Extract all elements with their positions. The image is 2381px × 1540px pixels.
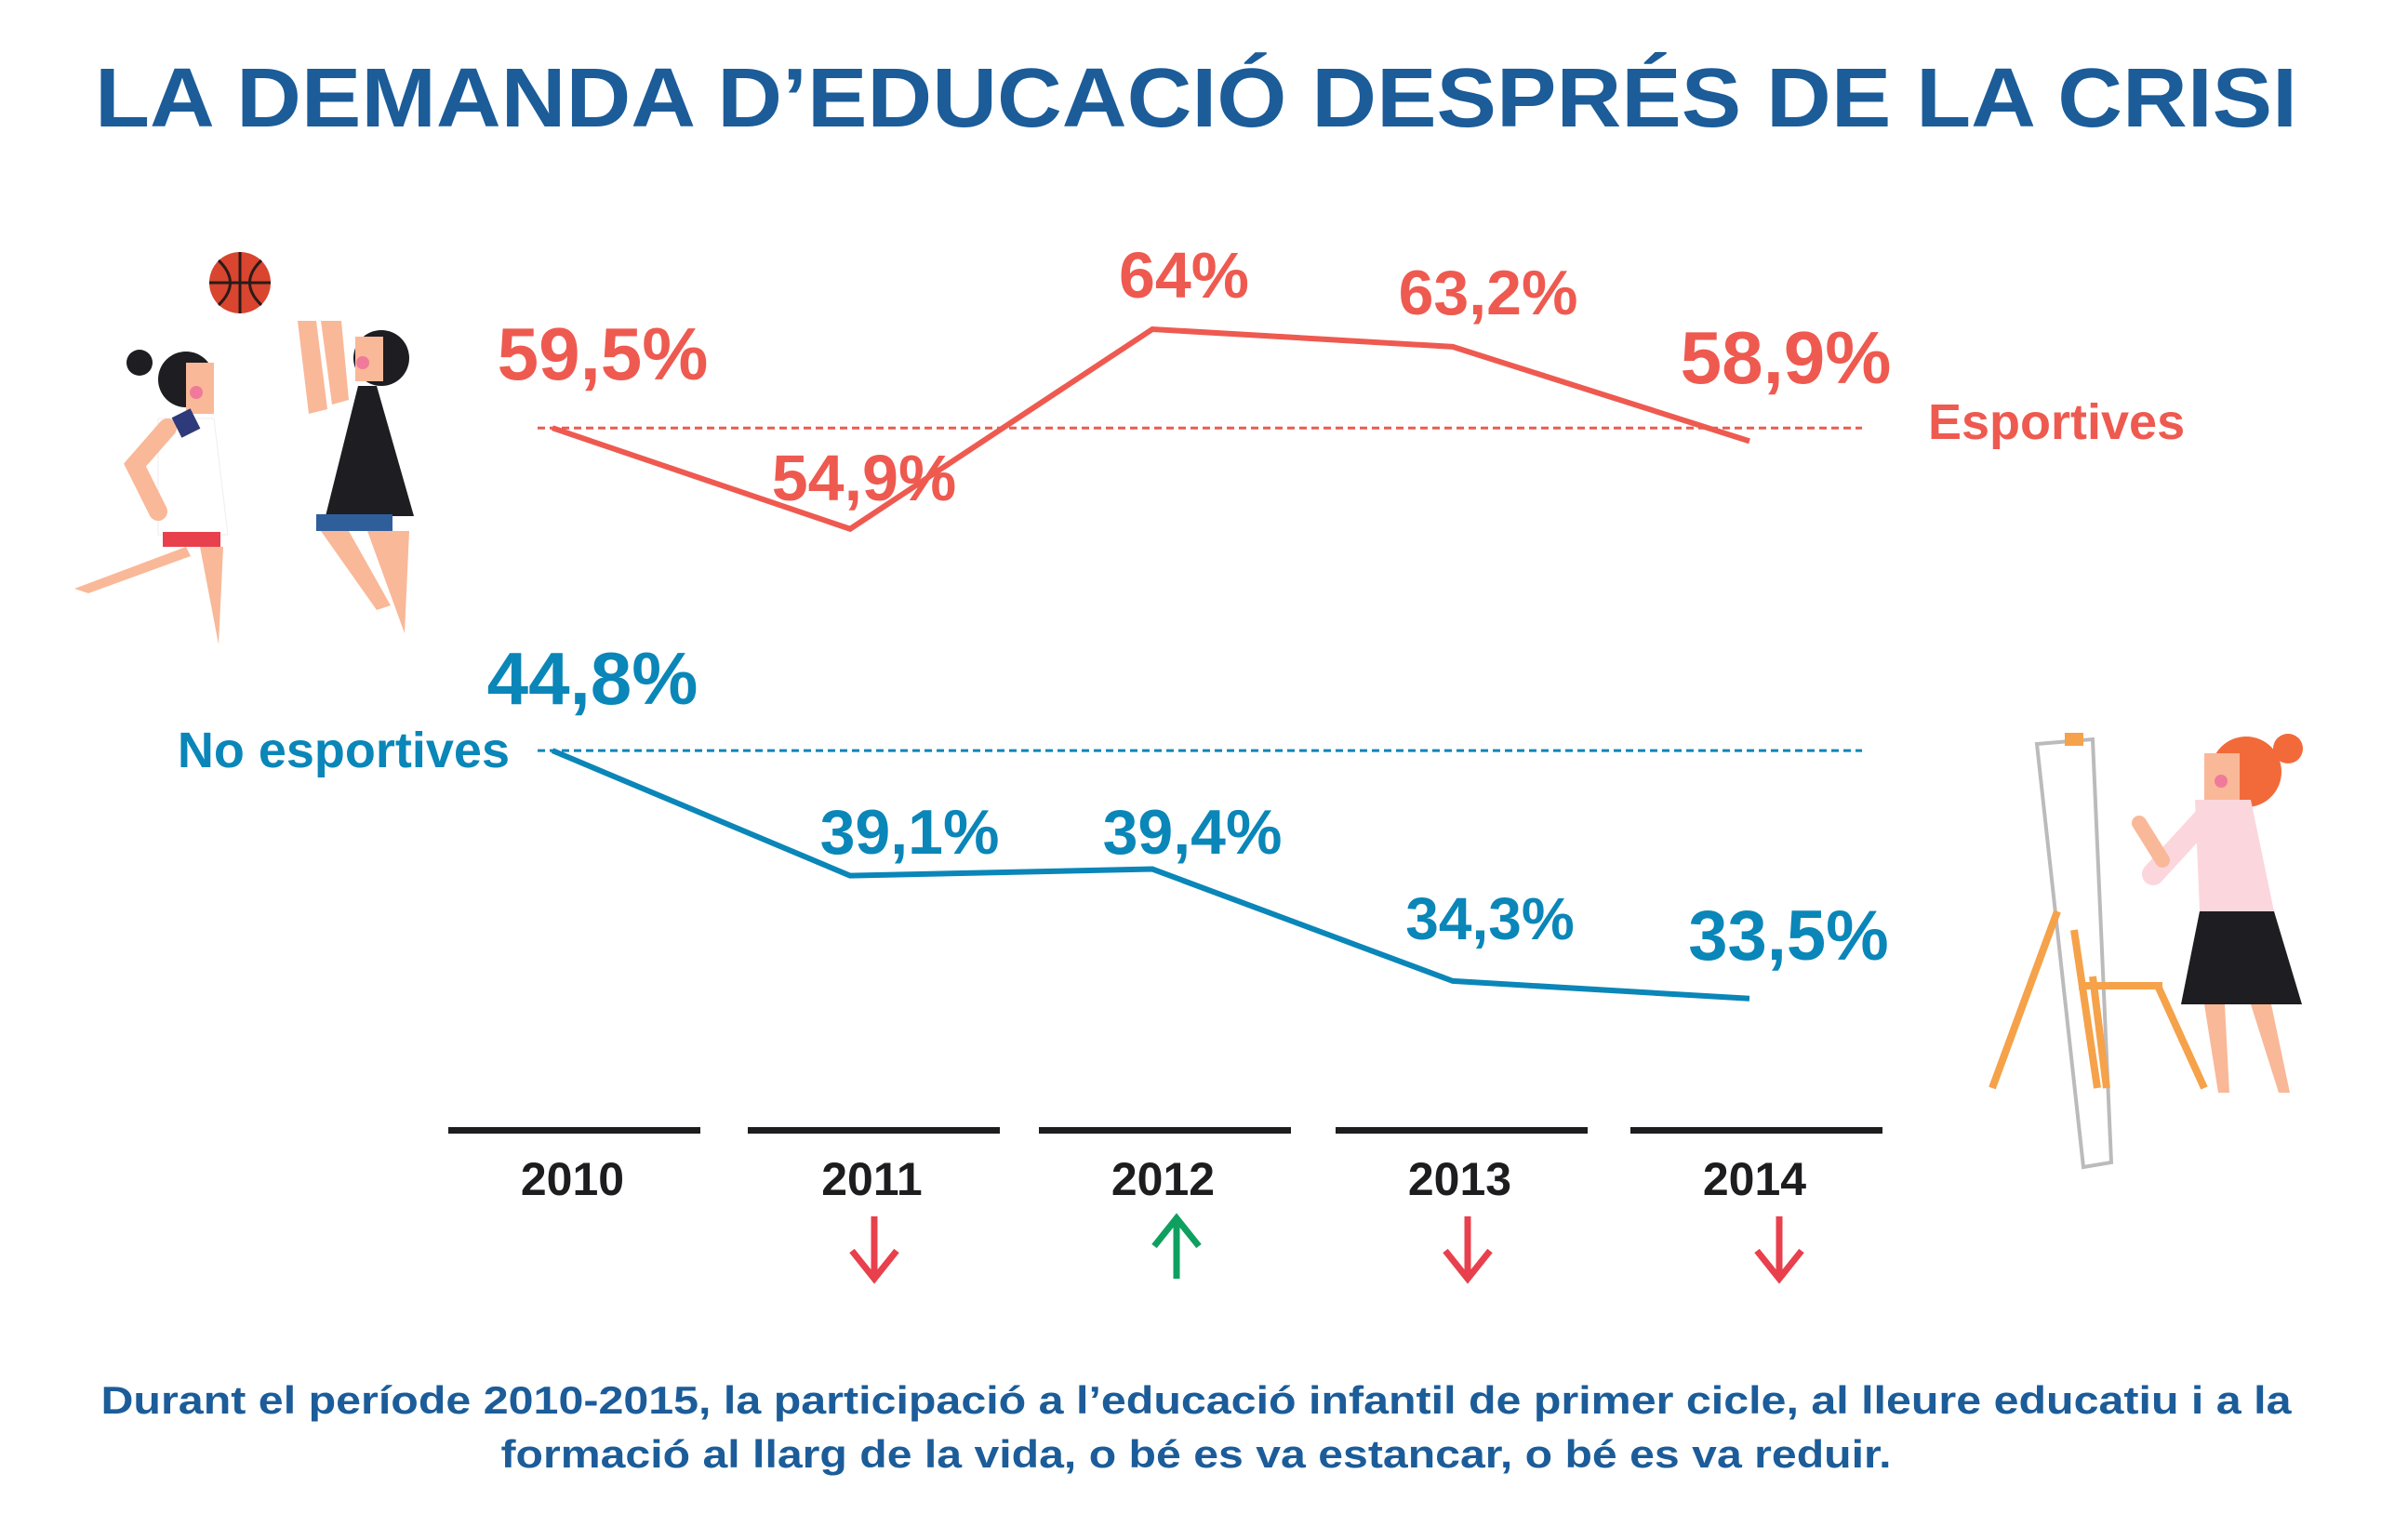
x-tick-label: 2011 [821, 1153, 922, 1205]
data-label: 39,1% [820, 797, 1000, 868]
axis-segment [1039, 1127, 1291, 1134]
basketball-players-illustration [74, 252, 414, 644]
data-label: 63,2% [1399, 258, 1578, 328]
plot-area: 59,5% 54,9% 64% 63,2% 58,9% Esportives 44,8% 39… [178, 239, 2185, 1284]
x-tick-label: 2013 [1408, 1153, 1511, 1205]
data-label: 58,9% [1681, 316, 1892, 399]
x-tick-label: 2012 [1111, 1153, 1215, 1205]
data-label: 59,5% [498, 312, 709, 395]
arrow-down-icon [849, 1216, 899, 1284]
x-tick-label: 2010 [521, 1153, 624, 1205]
axis-segment [1630, 1127, 1882, 1134]
legend-label: No esportives [178, 723, 510, 778]
arrow-down-icon [1754, 1216, 1804, 1284]
data-label: 64% [1119, 239, 1249, 312]
axis-segment [448, 1127, 700, 1134]
page-title: LA DEMANDA D’EDUCACIÓ DESPRÉS DE LA CRIS… [95, 51, 2297, 145]
arrow-down-icon [1443, 1216, 1493, 1284]
axis-segment [748, 1127, 1000, 1134]
footer-line-2: formació al llarg de la vida, o bé es va… [501, 1432, 1892, 1476]
legend-label: Esportives [1928, 394, 2185, 450]
x-tick-label: 2014 [1703, 1153, 1806, 1205]
data-label: 34,3% [1405, 885, 1574, 952]
series-line-1 [551, 748, 1750, 1002]
data-label: 54,9% [772, 442, 956, 514]
painter-illustration [1989, 733, 2303, 1170]
data-label: 39,4% [1103, 797, 1283, 868]
arrow-up-icon [1151, 1213, 1202, 1279]
footer-text: Durant el període 2010-2015, la particip… [101, 1378, 2293, 1476]
axis-segment [1336, 1127, 1588, 1134]
footer-line-1: Durant el període 2010-2015, la particip… [101, 1378, 2293, 1422]
data-label: 44,8% [487, 637, 698, 720]
data-label: 33,5% [1688, 896, 1889, 976]
